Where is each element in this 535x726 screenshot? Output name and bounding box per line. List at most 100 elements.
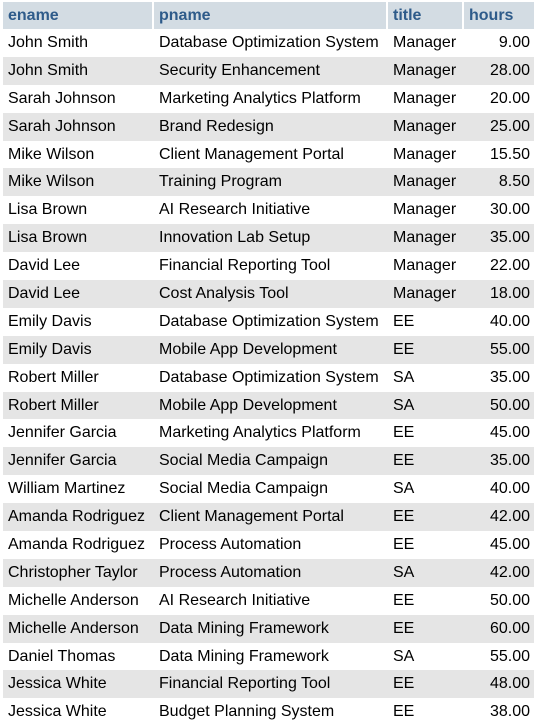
cell-title: SA (388, 475, 464, 504)
table-row[interactable]: Sarah Johnson Brand Redesign Manager 25.00 (3, 112, 534, 141)
cell-pname: Social Media Campaign (154, 447, 388, 476)
cell-hours: 18.00 (464, 280, 534, 308)
cell-ename: Sarah Johnson (3, 112, 154, 141)
table-row[interactable]: John Smith Security Enhancement Manager 28.… (3, 56, 534, 85)
cell-ename: Jennifer Garcia (3, 447, 154, 476)
cell-pname: Financial Reporting Tool (154, 670, 388, 699)
table-row[interactable]: Mike Wilson Training Program Manager 8.50 (3, 168, 534, 197)
cell-pname: Cost Analysis Tool (154, 280, 388, 308)
cell-title: EE (388, 614, 464, 643)
cell-ename: Lisa Brown (3, 224, 154, 253)
table-row[interactable]: David Lee Cost Analysis Tool Manager 18.00 (3, 280, 534, 308)
cell-hours: 20.00 (464, 84, 534, 113)
cell-title: Manager (388, 252, 464, 281)
table-row[interactable]: Christopher Taylor Process Automation SA 42… (3, 558, 534, 587)
cell-hours: 48.00 (464, 670, 534, 699)
table-row[interactable]: Robert Miller Database Optimization Syste… (3, 363, 534, 392)
cell-ename: John Smith (3, 56, 154, 85)
table-row[interactable]: Emily Davis Database Optimization System E… (3, 307, 534, 336)
cell-title: SA (388, 363, 464, 392)
cell-pname: Mobile App Development (154, 391, 388, 420)
cell-hours: 60.00 (464, 614, 534, 643)
column-header-ename[interactable]: ename (3, 2, 154, 29)
cell-ename: David Lee (3, 252, 154, 281)
cell-hours: 40.00 (464, 475, 534, 504)
table-header: ename pname title hours (3, 2, 534, 29)
table-row[interactable]: Emily Davis Mobile App Development EE 55.00 (3, 335, 534, 364)
cell-ename: David Lee (3, 280, 154, 308)
cell-title: SA (388, 391, 464, 420)
table-row[interactable]: Lisa Brown Innovation Lab Setup Manager 35.… (3, 224, 534, 253)
cell-ename: William Martinez (3, 475, 154, 504)
table-row[interactable]: Michelle Anderson Data Mining Framework EE… (3, 614, 534, 643)
cell-title: EE (388, 698, 464, 726)
table-row[interactable]: Lisa Brown AI Research Initiative Manager 3… (3, 196, 534, 225)
column-header-hours[interactable]: hours (464, 2, 534, 29)
cell-ename: Emily Davis (3, 335, 154, 364)
cell-hours: 8.50 (464, 168, 534, 197)
cell-title: EE (388, 531, 464, 559)
cell-title: Manager (388, 56, 464, 85)
column-header-pname[interactable]: pname (154, 2, 388, 29)
table-row[interactable]: Jessica White Financial Reporting Tool EE 4… (3, 670, 534, 699)
table-row[interactable]: Jessica White Budget Planning System EE 38.… (3, 698, 534, 726)
cell-ename: Jennifer Garcia (3, 419, 154, 448)
cell-ename: Emily Davis (3, 307, 154, 336)
table-body: John Smith Database Optimization System Ma… (3, 29, 534, 726)
table-row[interactable]: Robert Miller Mobile App Development SA 50.… (3, 391, 534, 420)
cell-pname: Marketing Analytics Platform (154, 419, 388, 448)
cell-title: SA (388, 558, 464, 587)
cell-hours: 28.00 (464, 56, 534, 85)
cell-ename: Mike Wilson (3, 140, 154, 169)
cell-hours: 42.00 (464, 558, 534, 587)
cell-ename: Robert Miller (3, 363, 154, 392)
cell-title: EE (388, 419, 464, 448)
cell-ename: Jessica White (3, 698, 154, 726)
table-row[interactable]: Michelle Anderson AI Research Initiative E… (3, 586, 534, 615)
column-header-title[interactable]: title (388, 2, 464, 29)
cell-title: Manager (388, 84, 464, 113)
table-row[interactable]: Amanda Rodriguez Process Automation EE 45.0… (3, 531, 534, 559)
cell-title: Manager (388, 224, 464, 253)
cell-title: EE (388, 307, 464, 336)
cell-pname: Financial Reporting Tool (154, 252, 388, 281)
cell-hours: 22.00 (464, 252, 534, 281)
table-row[interactable]: John Smith Database Optimization System Ma… (3, 29, 534, 57)
cell-pname: Marketing Analytics Platform (154, 84, 388, 113)
table-row[interactable]: David Lee Financial Reporting Tool Manager… (3, 252, 534, 281)
table-row[interactable]: Jennifer Garcia Social Media Campaign EE 35… (3, 447, 534, 476)
cell-pname: Social Media Campaign (154, 475, 388, 504)
cell-hours: 15.50 (464, 140, 534, 169)
header-row: ename pname title hours (3, 2, 534, 29)
cell-pname: Data Mining Framework (154, 614, 388, 643)
cell-hours: 35.00 (464, 224, 534, 253)
cell-title: Manager (388, 29, 464, 57)
cell-ename: John Smith (3, 29, 154, 57)
cell-hours: 42.00 (464, 503, 534, 532)
cell-hours: 9.00 (464, 29, 534, 57)
table-row[interactable]: Jennifer Garcia Marketing Analytics Platf… (3, 419, 534, 448)
cell-hours: 50.00 (464, 391, 534, 420)
cell-pname: Brand Redesign (154, 112, 388, 141)
cell-pname: Client Management Portal (154, 140, 388, 169)
cell-hours: 45.00 (464, 531, 534, 559)
cell-pname: Training Program (154, 168, 388, 197)
table-row[interactable]: William Martinez Social Media Campaign SA 4… (3, 475, 534, 504)
cell-title: EE (388, 335, 464, 364)
cell-ename: Amanda Rodriguez (3, 503, 154, 532)
cell-ename: Daniel Thomas (3, 642, 154, 671)
cell-pname: Process Automation (154, 531, 388, 559)
cell-pname: Process Automation (154, 558, 388, 587)
cell-hours: 38.00 (464, 698, 534, 726)
cell-title: SA (388, 642, 464, 671)
cell-pname: Security Enhancement (154, 56, 388, 85)
cell-title: EE (388, 670, 464, 699)
table-row[interactable]: Daniel Thomas Data Mining Framework SA 55.0… (3, 642, 534, 671)
table-row[interactable]: Amanda Rodriguez Client Management Portal… (3, 503, 534, 532)
table-row[interactable]: Sarah Johnson Marketing Analytics Platfor… (3, 84, 534, 113)
cell-hours: 55.00 (464, 642, 534, 671)
table-row[interactable]: Mike Wilson Client Management Portal Manag… (3, 140, 534, 169)
cell-ename: Amanda Rodriguez (3, 531, 154, 559)
cell-pname: AI Research Initiative (154, 196, 388, 225)
cell-pname: Mobile App Development (154, 335, 388, 364)
